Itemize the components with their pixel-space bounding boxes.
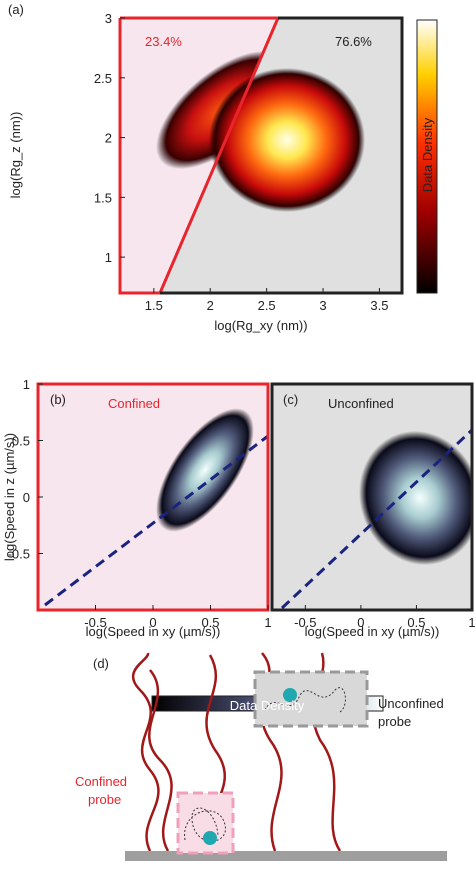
colorbar-label: Data Density — [420, 117, 435, 192]
x-tick-label: -0.5 — [294, 615, 316, 630]
y-tick-label: 1 — [23, 377, 30, 392]
x-tick-label: 2 — [207, 298, 214, 313]
panel-label: (b) — [50, 392, 66, 407]
y-tick-label: 1.5 — [94, 190, 112, 205]
colorbar-label: Data Density — [230, 698, 305, 713]
annotation: 23.4% — [145, 34, 182, 49]
annotation: Confined — [108, 396, 160, 411]
y-tick-label: 3 — [105, 11, 112, 26]
y-tick-label: 2 — [105, 131, 112, 146]
unconfined-frame — [270, 382, 474, 612]
x-tick-label: 1 — [264, 615, 271, 630]
x-axis-label: log(Rg_xy (nm)) — [214, 318, 307, 333]
probe-label: Confined — [75, 774, 127, 789]
trajectory — [264, 687, 346, 713]
probe-region — [253, 670, 369, 728]
y-tick-label: 2.5 — [94, 71, 112, 86]
x-axis-label: log(Speed in xy (µm/s)) — [86, 624, 221, 639]
x-tick-label: 0 — [149, 615, 156, 630]
reference-line — [280, 428, 474, 610]
y-axis-label: log(Speed in z (µm/s)) — [2, 433, 17, 561]
probe — [283, 688, 297, 702]
annotation: 76.6% — [335, 34, 372, 49]
y-axis-label: log(Rg_z (nm)) — [8, 112, 23, 199]
x-tick-label: -0.5 — [84, 615, 106, 630]
probe-label: Unconfined — [378, 696, 444, 711]
probe-label: probe — [88, 792, 121, 807]
x-tick-label: 0.5 — [407, 615, 425, 630]
x-tick-label: 3 — [319, 298, 326, 313]
x-tick-label: 0.5 — [201, 615, 219, 630]
panel-label: (d) — [93, 656, 109, 671]
probe-label: probe — [378, 714, 411, 729]
x-axis-label: log(Speed in xy (µm/s)) — [305, 624, 440, 639]
y-tick-label: -0.5 — [8, 547, 30, 562]
reference-line — [44, 434, 269, 607]
x-tick-label: 1.5 — [145, 298, 163, 313]
y-tick-label: 0.5 — [12, 434, 30, 449]
panel-label: (c) — [283, 392, 298, 407]
x-tick-label: 1 — [468, 615, 475, 630]
density-blob — [359, 430, 472, 566]
colorbar — [416, 19, 438, 294]
unconfined-frame — [160, 16, 404, 295]
annotation: Unconfined — [328, 396, 394, 411]
x-tick-label: 0 — [357, 615, 364, 630]
y-tick-label: 1 — [105, 250, 112, 265]
density-blob — [209, 68, 365, 212]
probe — [203, 831, 217, 845]
surface — [125, 851, 447, 861]
density-blob — [156, 408, 254, 532]
x-tick-label: 2.5 — [258, 298, 276, 313]
x-tick-label: 3.5 — [370, 298, 388, 313]
panel-label: (a) — [8, 2, 24, 17]
y-tick-label: 0 — [23, 490, 30, 505]
